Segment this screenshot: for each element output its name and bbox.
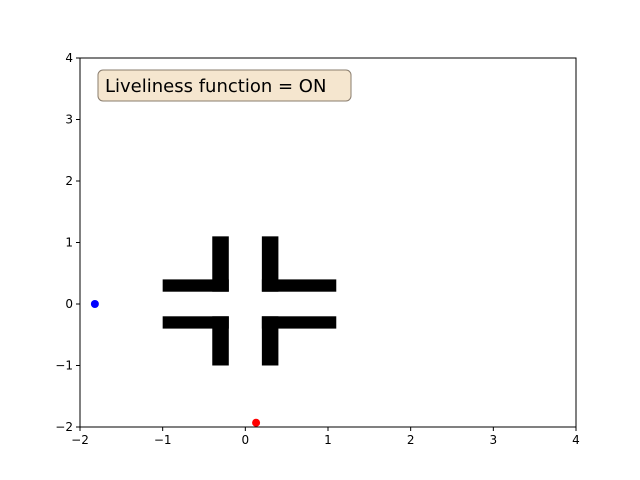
obstacle-rect-1 [162, 279, 229, 292]
obstacle-rect-7 [261, 316, 337, 329]
x-tick-label-6: 4 [572, 433, 580, 447]
agent-points [90, 300, 261, 427]
liveliness-annotation: Liveliness function = ON [97, 69, 352, 102]
obstacle-rect-0 [212, 236, 229, 292]
x-tick-label-0: −2 [71, 433, 89, 447]
y-tick-label-5: 3 [65, 113, 73, 127]
x-tick-label-2: 0 [242, 433, 250, 447]
obstacle-rect-3 [261, 279, 337, 292]
plot-area: −2 −1 0 1 2 3 4 −2 −1 0 1 2 3 4 Liveliness function … [55, 51, 580, 447]
y-tick-label-6: 4 [65, 51, 73, 65]
y-axis: −2 −1 0 1 2 3 4 [55, 51, 80, 434]
agent-point-1 [252, 418, 261, 427]
x-tick-label-4: 2 [407, 433, 415, 447]
obstacle-rect-5 [162, 316, 229, 329]
y-tick-label-0: −2 [55, 420, 73, 434]
annotation-text: Liveliness function = ON [105, 76, 326, 97]
y-tick-label-1: −1 [55, 359, 73, 373]
x-tick-label-5: 3 [490, 433, 498, 447]
annotation-box [97, 69, 352, 102]
obstacles [162, 236, 337, 366]
y-tick-label-4: 2 [65, 174, 73, 188]
y-tick-label-2: 0 [65, 297, 73, 311]
x-tick-label-3: 1 [324, 433, 332, 447]
agent-point-0 [90, 300, 99, 308]
x-axis: −2 −1 0 1 2 3 4 [71, 427, 580, 447]
x-tick-label-1: −1 [154, 433, 172, 447]
y-tick-label-3: 1 [65, 236, 73, 250]
obstacle-rect-2 [261, 236, 279, 292]
